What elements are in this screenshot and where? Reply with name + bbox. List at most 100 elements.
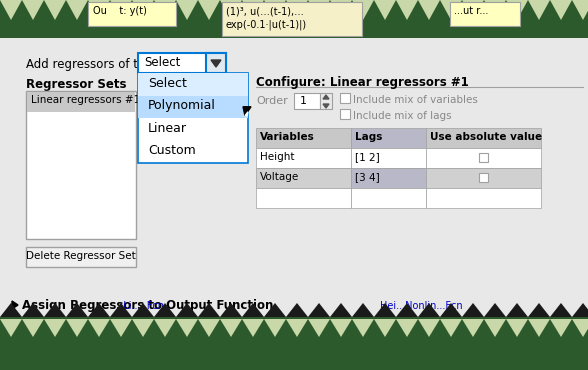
Text: Assign Regressors to Output Function: Assign Regressors to Output Function xyxy=(22,299,273,312)
Bar xyxy=(340,109,350,119)
Polygon shape xyxy=(352,319,374,337)
Bar xyxy=(426,148,541,168)
Polygon shape xyxy=(528,319,550,337)
Text: (1)³, u(…(t-1),…: (1)³, u(…(t-1),… xyxy=(226,6,304,16)
Polygon shape xyxy=(242,303,264,317)
Polygon shape xyxy=(88,0,110,20)
Polygon shape xyxy=(154,0,176,20)
Polygon shape xyxy=(440,303,462,317)
Polygon shape xyxy=(308,319,330,337)
Polygon shape xyxy=(418,0,440,20)
Polygon shape xyxy=(396,319,418,337)
Polygon shape xyxy=(484,0,506,20)
Polygon shape xyxy=(264,319,286,337)
Polygon shape xyxy=(374,0,396,20)
Text: Order: Order xyxy=(256,96,288,106)
Bar xyxy=(426,188,541,208)
Text: Linear: Linear xyxy=(148,122,187,135)
Polygon shape xyxy=(352,303,374,317)
Polygon shape xyxy=(484,303,506,317)
Text: ...ut r...: ...ut r... xyxy=(454,6,489,16)
Polygon shape xyxy=(352,0,374,20)
Text: Select: Select xyxy=(148,77,187,90)
Polygon shape xyxy=(484,319,506,337)
Bar xyxy=(351,188,426,208)
Polygon shape xyxy=(396,303,418,317)
Polygon shape xyxy=(176,0,198,20)
Polygon shape xyxy=(462,0,484,20)
Bar xyxy=(138,95,248,118)
Polygon shape xyxy=(66,0,88,20)
Polygon shape xyxy=(550,303,572,317)
Polygon shape xyxy=(132,303,154,317)
Polygon shape xyxy=(154,303,176,317)
Text: :Li...  Fcn: :Li... Fcn xyxy=(120,301,164,311)
Bar xyxy=(256,148,351,168)
Polygon shape xyxy=(286,319,308,337)
Bar xyxy=(256,188,351,208)
Polygon shape xyxy=(528,0,550,20)
Bar xyxy=(450,2,520,26)
Polygon shape xyxy=(245,112,248,116)
Text: Regressor Sets: Regressor Sets xyxy=(26,78,126,91)
Bar xyxy=(222,2,362,36)
Bar xyxy=(138,73,248,95)
Polygon shape xyxy=(440,319,462,337)
Polygon shape xyxy=(308,303,330,317)
Bar xyxy=(351,128,426,148)
Polygon shape xyxy=(0,303,22,317)
Polygon shape xyxy=(211,60,221,67)
Polygon shape xyxy=(198,0,220,20)
Text: 1: 1 xyxy=(300,96,307,106)
Bar xyxy=(340,93,350,103)
Bar xyxy=(351,148,426,168)
Bar xyxy=(351,168,426,188)
Text: Hei...Nonlin...Fcn: Hei...Nonlin...Fcn xyxy=(380,301,463,311)
Polygon shape xyxy=(506,319,528,337)
Bar xyxy=(320,93,332,109)
Polygon shape xyxy=(308,0,330,20)
Polygon shape xyxy=(66,303,88,317)
Polygon shape xyxy=(22,303,44,317)
Polygon shape xyxy=(66,319,88,337)
Bar xyxy=(0,317,588,370)
Text: Delete Regressor Set: Delete Regressor Set xyxy=(26,251,136,261)
Bar xyxy=(206,53,226,73)
Bar xyxy=(0,295,588,317)
Polygon shape xyxy=(572,319,588,337)
Polygon shape xyxy=(572,303,588,317)
Polygon shape xyxy=(220,319,242,337)
Bar xyxy=(426,168,541,188)
Polygon shape xyxy=(88,303,110,317)
Polygon shape xyxy=(462,319,484,337)
Polygon shape xyxy=(323,104,329,108)
Polygon shape xyxy=(198,303,220,317)
Polygon shape xyxy=(286,0,308,20)
Polygon shape xyxy=(550,0,572,20)
Polygon shape xyxy=(374,319,396,337)
Polygon shape xyxy=(220,0,242,20)
Polygon shape xyxy=(44,319,66,337)
Bar xyxy=(26,91,136,239)
Polygon shape xyxy=(330,319,352,337)
Bar xyxy=(256,168,351,188)
Text: Custom: Custom xyxy=(148,145,196,158)
Bar xyxy=(479,153,488,162)
Bar xyxy=(256,128,351,148)
Polygon shape xyxy=(242,0,264,20)
Polygon shape xyxy=(264,0,286,20)
Polygon shape xyxy=(176,303,198,317)
Text: Include mix of lags: Include mix of lags xyxy=(353,111,452,121)
Polygon shape xyxy=(88,319,110,337)
Text: Ou    t: y(t): Ou t: y(t) xyxy=(93,6,147,16)
Polygon shape xyxy=(506,0,528,20)
Polygon shape xyxy=(418,303,440,317)
Polygon shape xyxy=(132,319,154,337)
Polygon shape xyxy=(550,319,572,337)
Polygon shape xyxy=(286,303,308,317)
Bar xyxy=(0,299,588,319)
Polygon shape xyxy=(440,0,462,20)
Bar xyxy=(138,73,248,163)
Text: Voltage: Voltage xyxy=(260,172,299,182)
Polygon shape xyxy=(330,0,352,20)
